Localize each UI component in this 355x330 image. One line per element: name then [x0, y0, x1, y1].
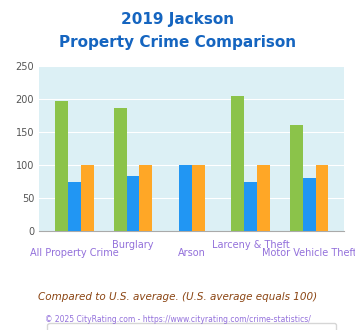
Legend: Jackson, Michigan, National: Jackson, Michigan, National	[47, 323, 336, 330]
Bar	[179, 165, 192, 231]
Text: Arson: Arson	[178, 248, 206, 258]
Bar	[140, 165, 152, 231]
Bar	[257, 165, 270, 231]
Bar	[81, 165, 94, 231]
Text: © 2025 CityRating.com - https://www.cityrating.com/crime-statistics/: © 2025 CityRating.com - https://www.city…	[45, 315, 310, 324]
Bar	[68, 182, 81, 231]
Bar	[126, 176, 140, 231]
Bar	[192, 165, 204, 231]
Bar	[303, 178, 316, 231]
Text: Motor Vehicle Theft: Motor Vehicle Theft	[262, 248, 355, 258]
Text: 2019 Jackson: 2019 Jackson	[121, 12, 234, 26]
Text: All Property Crime: All Property Crime	[30, 248, 119, 258]
Bar	[316, 165, 328, 231]
Text: Compared to U.S. average. (U.S. average equals 100): Compared to U.S. average. (U.S. average …	[38, 292, 317, 302]
Bar	[290, 125, 303, 231]
Bar	[231, 96, 244, 231]
Bar	[55, 101, 68, 231]
Text: Property Crime Comparison: Property Crime Comparison	[59, 35, 296, 50]
Text: Larceny & Theft: Larceny & Theft	[212, 240, 289, 250]
Text: Burglary: Burglary	[112, 240, 154, 250]
Bar	[114, 108, 126, 231]
Bar	[244, 182, 257, 231]
